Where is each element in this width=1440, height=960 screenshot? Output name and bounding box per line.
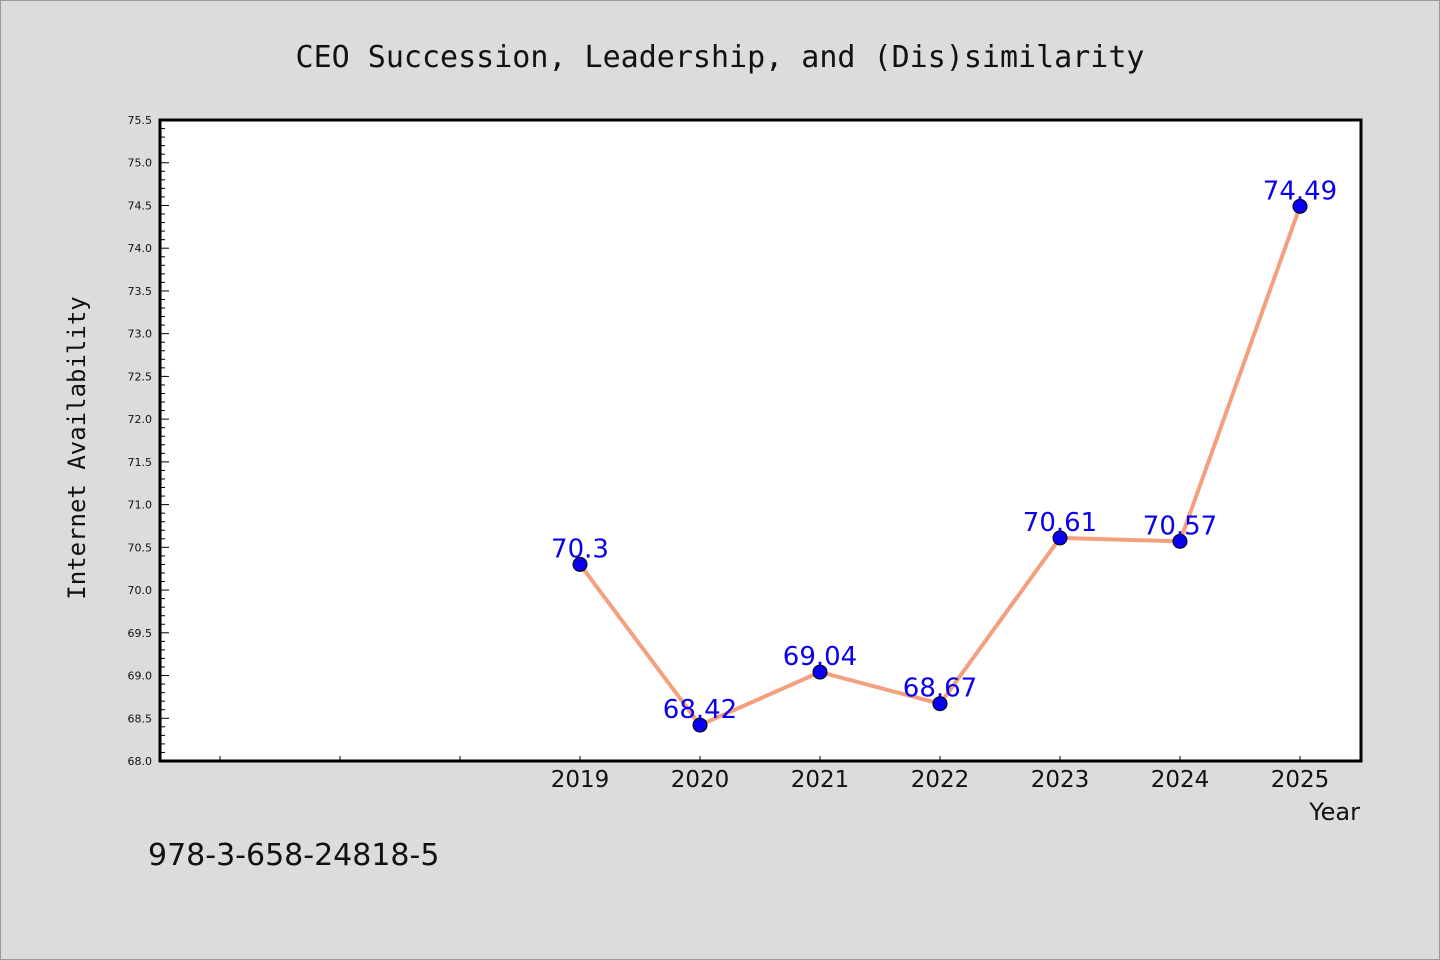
data-label: 70.3 [551,534,609,564]
data-label: 70.57 [1143,511,1217,541]
y-tick-label: 68.5 [128,712,153,725]
data-point [1172,533,1188,549]
chart-title: CEO Succession, Leadership, and (Dis)sim… [296,40,1145,75]
y-tick-label: 75.5 [128,114,153,127]
x-tick-label: 2024 [1151,767,1210,793]
y-axis-label: Internet Availability [63,296,91,599]
y-tick-label: 72.5 [128,370,153,383]
y-tick-label: 68.0 [128,755,153,768]
x-axis-ticks [219,756,1301,761]
y-tick-label: 71.0 [128,499,153,512]
isbn-note: 978-3-658-24818-5 [148,838,439,873]
y-tick-label: 71.5 [128,456,153,469]
data-point [572,556,588,572]
x-axis-tick-labels: 2019 2020 2021 2022 2023 2024 2025 [551,767,1330,793]
y-tick-label: 69.0 [128,670,153,683]
y-tick-label: 73.0 [128,328,153,341]
y-axis-ticks [160,119,169,762]
x-tick-label: 2019 [551,767,610,793]
y-tick-label: 74.5 [128,199,153,212]
data-point [692,717,708,733]
y-tick-label: 70.5 [128,541,153,554]
y-tick-label: 73.5 [128,285,153,298]
data-point [1292,198,1308,214]
x-tick-label: 2023 [1031,767,1090,793]
x-tick-label: 2021 [791,767,850,793]
y-tick-label: 70.0 [128,584,153,597]
x-tick-label: 2022 [911,767,970,793]
data-point [812,664,828,680]
x-axis-label: Year [1308,798,1360,826]
y-tick-label: 72.0 [128,413,153,426]
data-label: 74.49 [1263,176,1337,206]
data-point [932,696,948,712]
y-tick-label: 75.0 [128,157,153,170]
series-group: 70.3 68.42 69.04 68.67 70.61 70.57 74.49 [551,176,1337,733]
plot-area [158,118,1363,763]
x-tick-label: 2025 [1271,767,1330,793]
data-label: 68.67 [903,674,977,704]
data-point [1052,530,1068,546]
data-label: 69.04 [783,642,857,672]
y-tick-label: 69.5 [128,627,153,640]
data-label: 70.61 [1023,508,1097,538]
y-axis-tick-labels: 68.0 68.5 69.0 69.5 70.0 70.5 71.0 71.5 72.0 72.5… [128,114,153,768]
y-tick-label: 74.0 [128,242,153,255]
x-tick-label: 2020 [671,767,730,793]
data-label: 68.42 [663,695,737,725]
